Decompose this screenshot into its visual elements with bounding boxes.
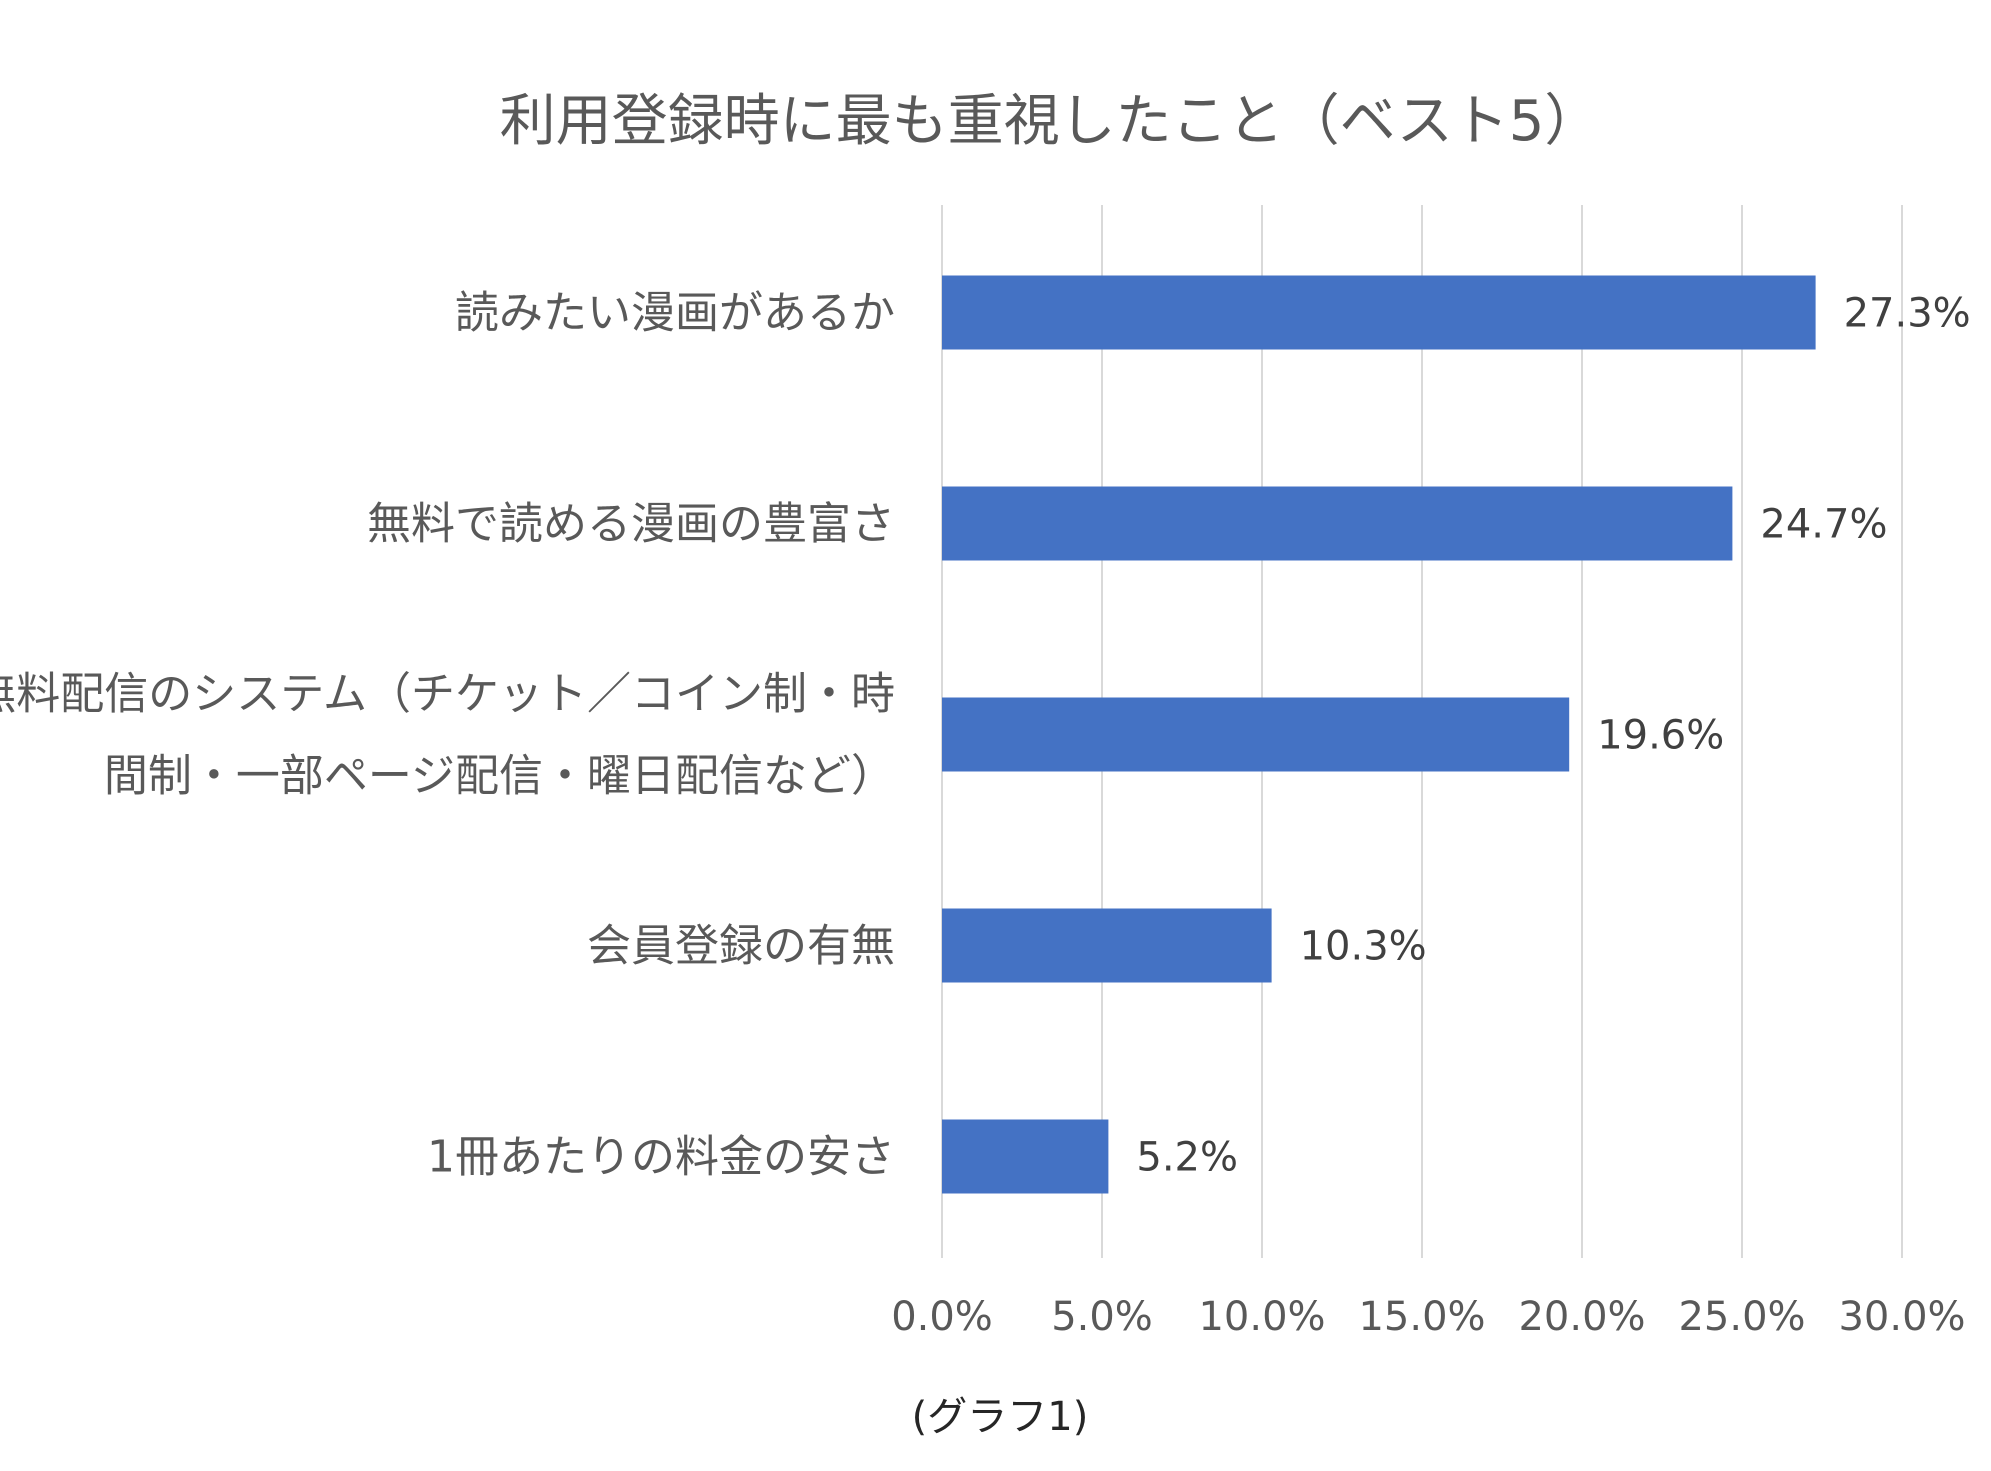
bar	[942, 1119, 1109, 1194]
data-label: 19.6%	[1597, 713, 1724, 759]
category-label: 無料配信のシステム（チケット／コイン制・時	[0, 669, 895, 720]
category-label: 読みたい漫画があるか	[455, 288, 895, 339]
x-tick-label: 25.0%	[1678, 1294, 1805, 1340]
data-label: 10.3%	[1300, 924, 1427, 970]
category-labels: 読みたい漫画があるか無料で読める漫画の豊富さ無料配信のシステム（チケット／コイン…	[0, 288, 895, 1183]
data-labels: 27.3% 24.7% 19.6% 10.3% 5.2%	[1136, 291, 1970, 1181]
x-tick-label: 15.0%	[1358, 1294, 1485, 1340]
category-label: 会員登録の有無	[587, 921, 895, 972]
x-tick-label: 5.0%	[1051, 1294, 1153, 1340]
category-label: 間制・一部ページ配信・曜日配信など）	[104, 751, 895, 802]
bars	[942, 275, 1816, 1194]
bar	[942, 697, 1570, 772]
x-tick-label: 20.0%	[1518, 1294, 1645, 1340]
x-tick-label: 10.0%	[1198, 1294, 1325, 1340]
data-label: 27.3%	[1844, 291, 1971, 337]
data-label: 5.2%	[1136, 1135, 1238, 1181]
chart-title: 利用登録時に最も重視したこと（ベスト5）	[500, 89, 1601, 154]
category-label: 無料で読める漫画の豊富さ	[367, 499, 895, 550]
bar	[942, 275, 1816, 350]
data-label: 24.7%	[1760, 502, 1887, 548]
x-tick-label: 0.0%	[891, 1294, 993, 1340]
bar	[942, 908, 1272, 983]
x-tick-labels: 0.0% 5.0% 10.0% 15.0% 20.0% 25.0% 30.0%	[891, 1294, 1965, 1340]
bar	[942, 486, 1733, 561]
x-tick-label: 30.0%	[1838, 1294, 1965, 1340]
chart-caption: (グラフ1)	[912, 1394, 1089, 1440]
category-label: 1冊あたりの料金の安さ	[427, 1132, 895, 1183]
